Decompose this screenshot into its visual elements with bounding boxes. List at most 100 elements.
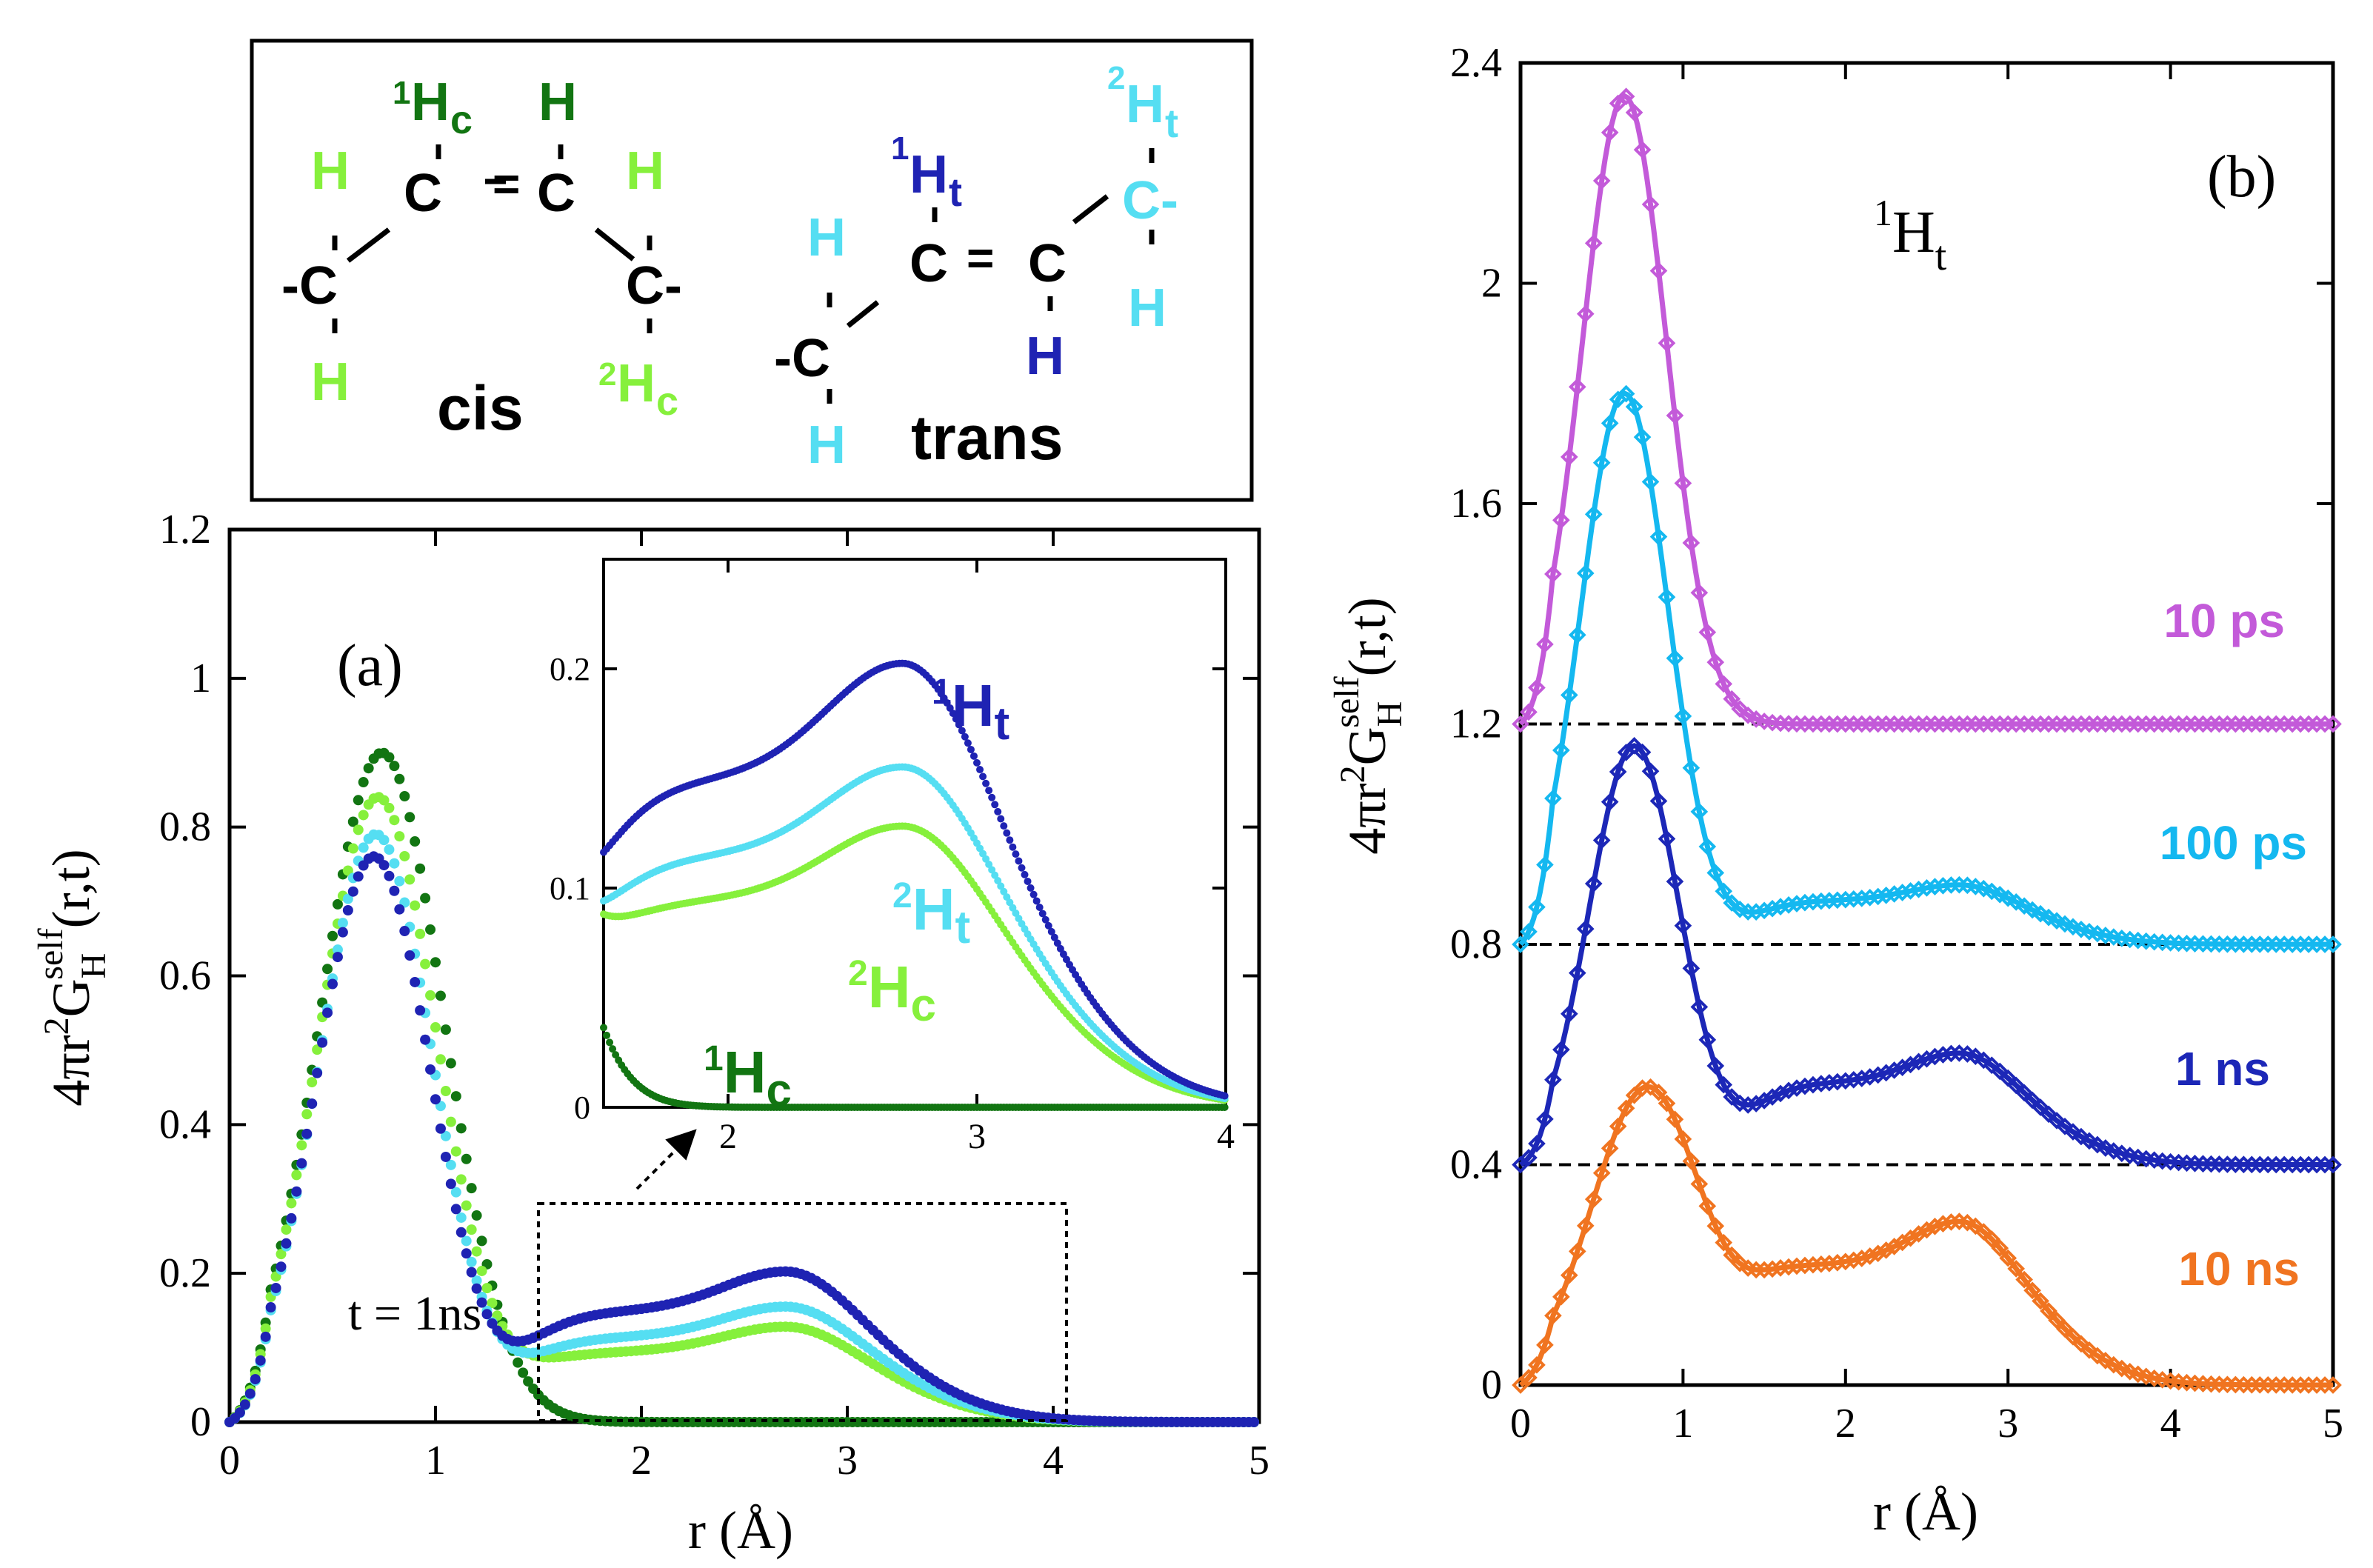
marker-10ns: [1983, 1230, 2001, 1248]
a-y-tick-label: 1: [190, 655, 211, 701]
marker-100ps: [1918, 879, 1936, 897]
marker-10ns: [2145, 1369, 2163, 1387]
marker-10ns: [1674, 1130, 1692, 1148]
marker-10ns: [1942, 1213, 1960, 1231]
inset-point-1Ht: [1000, 822, 1008, 830]
marker-1ns: [2300, 1155, 2317, 1174]
marker-10ps: [1528, 678, 1546, 697]
marker-10ps: [1820, 715, 1838, 733]
point-2Hc: [296, 1140, 307, 1151]
marker-10ps: [2161, 715, 2180, 733]
a-x-tick-label: 1: [425, 1438, 446, 1484]
marker-1ns: [1658, 830, 1676, 848]
marker-1ns: [1885, 1061, 1903, 1079]
panel-b-x-axis-label: r (Å): [1873, 1482, 1978, 1541]
marker-10ps: [1860, 715, 1879, 733]
marker-1ns: [1860, 1068, 1879, 1086]
marker-100ps: [1544, 790, 1562, 807]
point-1Hc: [518, 1367, 529, 1378]
point-1Hc: [523, 1376, 534, 1387]
marker-100ps: [1869, 887, 1887, 906]
marker-100ps: [1520, 923, 1538, 941]
marker-1ns: [1544, 1070, 1562, 1089]
inset-point-1Ht: [1024, 877, 1032, 885]
marker-100ps: [1950, 875, 1969, 894]
marker-10ns: [2137, 1367, 2155, 1386]
marker-10ns: [2186, 1374, 2204, 1392]
marker-10ns: [1544, 1307, 1562, 1325]
marker-10ps: [2251, 715, 2269, 733]
marker-10ps: [2104, 715, 2123, 733]
marker-1ns: [2235, 1155, 2253, 1174]
marker-1ns: [1739, 1096, 1757, 1114]
marker-10ps: [2089, 715, 2106, 733]
ylabel-sup: self: [31, 928, 70, 979]
chart-panel-a: 0 1 2 3 4 5 0 0.2 0.4 0.6 0.8 1 1.2 (a) …: [31, 507, 1269, 1560]
point-1Ht: [281, 1238, 292, 1249]
trans-h2t-sup: 2: [1107, 60, 1125, 96]
marker-10ps: [2112, 715, 2131, 733]
series-10ns: [1512, 1078, 2342, 1394]
marker-100ps: [1877, 886, 1895, 904]
cis-carbon-right: C-: [626, 256, 682, 316]
marker-10ns: [1666, 1110, 1684, 1129]
point-2Hc: [347, 843, 358, 854]
marker-100ps: [2251, 935, 2269, 953]
point-1Ht: [404, 950, 415, 961]
marker-100ps: [1934, 876, 1952, 895]
marker-10ps: [2218, 715, 2237, 733]
point-2Ht: [337, 918, 348, 929]
marker-1ns: [1528, 1135, 1546, 1152]
cis-bond-2: [594, 227, 635, 261]
marker-10ns: [2015, 1270, 2033, 1289]
panel-b-y-axis-label: 4πr2GHself(r,t): [1327, 597, 1409, 854]
marker-1ns: [1836, 1072, 1855, 1090]
point-1Ht: [1249, 1416, 1260, 1427]
marker-1ns: [2120, 1147, 2139, 1164]
marker-10ps: [1625, 104, 1643, 121]
trans-bond-2: [1072, 194, 1109, 224]
point-2Hc: [430, 1022, 441, 1033]
marker-1ns: [2161, 1152, 2180, 1171]
marker-1ns: [1715, 1075, 1733, 1094]
marker-100ps: [1942, 876, 1960, 894]
marker-10ps: [1698, 623, 1717, 641]
marker-10ps: [2023, 715, 2041, 733]
point-2Hc: [353, 824, 364, 835]
inset-point-1Ht: [985, 787, 993, 795]
marker-100ps: [2226, 935, 2245, 953]
inset-point-1Ht: [967, 745, 975, 753]
a-x-tick-label: 3: [837, 1438, 858, 1484]
point-2Ht: [394, 875, 405, 887]
marker-10ns: [1975, 1223, 1993, 1241]
point-2Ht: [342, 893, 353, 904]
point-1Ht: [466, 1267, 477, 1278]
marker-10ns: [1950, 1212, 1969, 1230]
marker-10ps: [2316, 715, 2334, 733]
marker-10ps: [1999, 715, 2017, 733]
marker-100ps: [2235, 935, 2253, 953]
marker-10ns: [2023, 1281, 2041, 1300]
series-10ps: [1512, 87, 2342, 733]
point-1Ht: [461, 1248, 472, 1259]
marker-10ps: [1804, 715, 1822, 733]
point-2Ht: [389, 858, 400, 869]
marker-1ns: [2007, 1076, 2025, 1095]
trans-h1t-main: H: [910, 145, 948, 204]
marker-10ps: [2137, 715, 2155, 733]
marker-1ns: [1698, 1031, 1717, 1049]
marker-100ps: [1658, 588, 1676, 606]
inset-point-1Ht: [1021, 870, 1029, 878]
marker-100ps: [1584, 505, 1603, 524]
point-1Ht: [399, 926, 410, 937]
series-1Ht: [224, 851, 1260, 1427]
marker-10ns: [2177, 1373, 2196, 1392]
series-100ps: [1512, 384, 2342, 953]
point-1Ht: [471, 1283, 482, 1294]
point-1Ht: [481, 1309, 493, 1320]
b-y-tick-label: 2: [1481, 261, 1502, 307]
marker-10ps: [2015, 715, 2033, 733]
point-1Hc: [332, 898, 343, 910]
point-1Hc: [394, 773, 405, 784]
b-y-tick-label: 1.6: [1450, 481, 1502, 527]
